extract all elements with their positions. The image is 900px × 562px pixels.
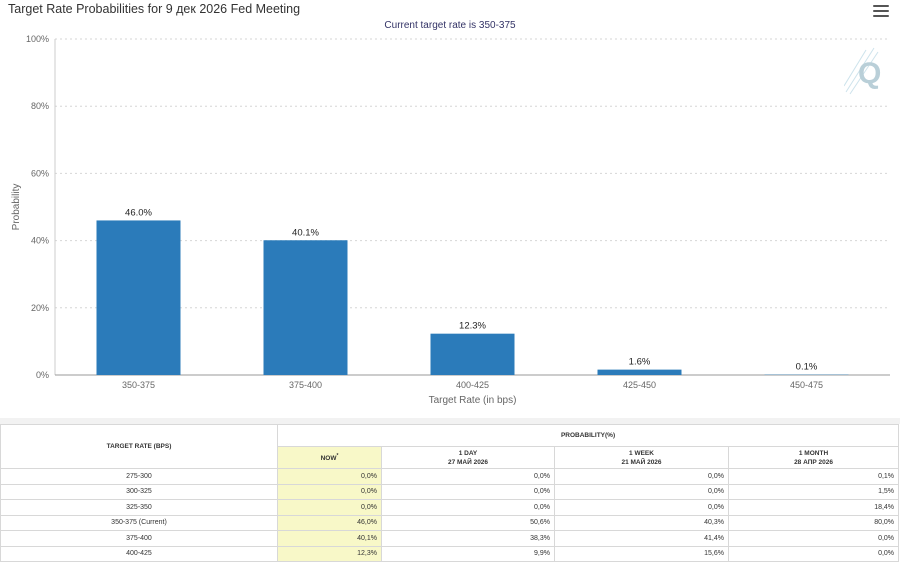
x-tick-label: 350-375 (122, 380, 155, 390)
value-cell: 9,9% (381, 545, 555, 562)
x-tick-label: 375-400 (289, 380, 322, 390)
header-probability: PROBABILITY(%) (276, 424, 900, 447)
svg-text:Q: Q (858, 57, 881, 90)
column-header-1-week: 1 WEEK 21 МАЙ 2026 (554, 446, 729, 469)
y-axis-title: Probability (11, 184, 22, 231)
now-cell: 40,1% (277, 530, 382, 547)
table-row: 375-400 40,1% 38,3% 41,4% 0,0% (0, 530, 900, 547)
column-header-label: 1 DAY (458, 449, 478, 457)
column-header-footnote: * (336, 452, 339, 459)
value-cell: 0,0% (381, 483, 555, 500)
column-header-label: 1 MONTH (798, 449, 829, 457)
value-cell: 38,3% (381, 530, 555, 547)
table-row: 400-425 12,3% 9,9% 15,6% 0,0% (0, 545, 900, 562)
table-row: 275-300 0,0% 0,0% 0,0% 0,1% (0, 468, 900, 485)
column-header-1-day: 1 DAY 27 МАЙ 2026 (381, 446, 555, 469)
x-axis-title: Target Rate (in bps) (429, 395, 517, 406)
table-row: 350-375 (Current) 46,0% 50,6% 40,3% 80,0… (0, 514, 900, 531)
chart-subtitle: Current target rate is 350-375 (384, 20, 516, 31)
y-tick-label: 60% (31, 168, 49, 178)
value-cell: 0,0% (554, 499, 729, 516)
value-cell: 0,0% (554, 468, 729, 485)
data-label: 12.3% (459, 321, 486, 332)
now-cell: 0,0% (277, 468, 382, 485)
value-cell: 0,0% (554, 483, 729, 500)
y-tick-label: 100% (26, 34, 49, 44)
rate-cell: 375-400 (0, 530, 278, 547)
x-tick-label: 400-425 (456, 380, 489, 390)
data-label: 40.1% (292, 227, 319, 238)
data-label: 0.1% (796, 362, 818, 373)
q-logo-icon: Q (844, 47, 881, 95)
x-tick-label: 450-475 (790, 380, 823, 390)
now-cell: 46,0% (277, 514, 382, 531)
column-header-now: NOW* (277, 446, 382, 469)
chart-panel: 0% 20% 40% 60% 80% 100% Probability 46.0% 350-37… (8, 2, 890, 406)
value-cell: 80,0% (727, 514, 900, 531)
value-cell: 18,4% (727, 499, 900, 516)
bar (96, 220, 181, 375)
data-label: 1.6% (629, 357, 651, 368)
column-header-date: 27 МАЙ 2026 (447, 458, 489, 466)
value-cell: 0,0% (381, 468, 555, 485)
y-tick-label: 20% (31, 303, 49, 313)
rate-cell: 350-375 (Current) (0, 514, 278, 531)
column-header-label: NOW (320, 455, 337, 463)
rate-cell: 325-350 (0, 499, 278, 516)
x-tick-label: 425-450 (623, 380, 656, 390)
value-cell: 0,0% (727, 545, 900, 562)
hamburger-menu-icon[interactable] (873, 5, 889, 19)
now-cell: 0,0% (277, 499, 382, 516)
rate-cell: 300-325 (0, 483, 278, 500)
now-cell: 12,3% (277, 545, 382, 562)
value-cell: 50,6% (381, 514, 555, 531)
now-cell: 0,0% (277, 483, 382, 500)
bar (597, 369, 682, 375)
value-cell: 0,0% (381, 499, 555, 516)
probability-table: TARGET RATE (BPS) PROBABILITY(%) NOW* 1 … (0, 424, 900, 562)
value-cell: 1,5% (727, 483, 900, 500)
value-cell: 15,6% (554, 545, 729, 562)
column-header-date: 21 МАЙ 2026 (621, 458, 662, 466)
column-header-1-month: 1 MONTH 28 АПР 2026 (727, 446, 900, 469)
value-cell: 41,4% (554, 530, 729, 547)
y-tick-label: 0% (36, 370, 49, 380)
table-row: 300-325 0,0% 0,0% 0,0% 1,5% (0, 483, 900, 500)
data-label: 46.0% (125, 207, 152, 218)
table-row: 325-350 0,0% 0,0% 0,0% 18,4% (0, 499, 900, 516)
y-tick-label: 80% (31, 101, 49, 111)
section-divider (0, 418, 900, 424)
bar (430, 333, 515, 375)
y-tick-label: 40% (31, 236, 49, 246)
rate-cell: 400-425 (0, 545, 278, 562)
header-target-rate: TARGET RATE (BPS) (0, 424, 278, 469)
rate-cell: 275-300 (0, 468, 278, 485)
value-cell: 0,1% (727, 468, 900, 485)
bar (263, 240, 348, 375)
chart-title: Target Rate Probabilities for 9 дек 2026… (8, 2, 301, 16)
column-header-label: 1 WEEK (629, 449, 654, 457)
value-cell: 0,0% (727, 530, 900, 547)
column-header-date: 28 АПР 2026 (794, 458, 833, 466)
chart-svg: 0% 20% 40% 60% 80% 100% Probability 46.0% 350-37… (11, 34, 890, 406)
value-cell: 40,3% (554, 514, 729, 531)
